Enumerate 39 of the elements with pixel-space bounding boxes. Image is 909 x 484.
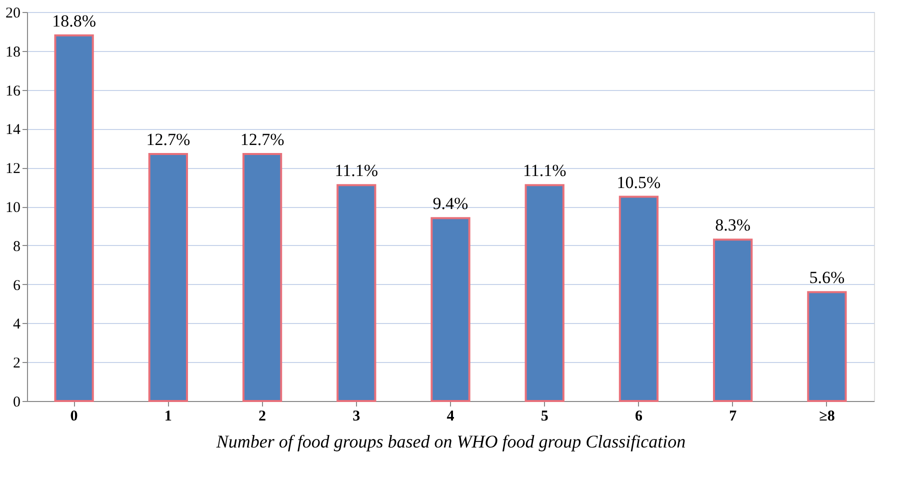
y-tick-label: 20 bbox=[6, 6, 20, 22]
data-label: 9.4% bbox=[432, 194, 468, 214]
data-label: 10.5% bbox=[616, 172, 661, 192]
y-tick-label: 16 bbox=[6, 83, 21, 100]
data-label: 8.3% bbox=[715, 216, 751, 235]
data-label: 12.7% bbox=[146, 130, 190, 149]
bar bbox=[54, 34, 94, 402]
bar bbox=[242, 152, 282, 402]
y-tick-label: 8 bbox=[13, 238, 20, 255]
bar bbox=[336, 184, 376, 402]
bar bbox=[713, 238, 753, 402]
y-tick-label: 10 bbox=[6, 200, 20, 216]
x-tick-label: ≥8 bbox=[819, 408, 835, 424]
bar bbox=[430, 217, 470, 402]
x-tick-label: 3 bbox=[352, 408, 360, 424]
data-label: 5.6% bbox=[809, 268, 845, 288]
y-tick-label: 4 bbox=[13, 316, 21, 333]
y-tick-label: 0 bbox=[13, 394, 20, 410]
x-tick-label: 6 bbox=[634, 408, 643, 424]
x-tick-label: 1 bbox=[164, 408, 172, 424]
x-tick-label: 0 bbox=[70, 408, 78, 424]
y-tick-label: 14 bbox=[6, 122, 21, 138]
bar bbox=[807, 291, 847, 402]
y-tick-label: 18 bbox=[6, 44, 20, 60]
bar bbox=[148, 152, 188, 402]
x-tick-label: 7 bbox=[729, 408, 738, 424]
x-tick-label: 2 bbox=[258, 408, 266, 424]
x-tick-label: 4 bbox=[446, 408, 455, 424]
data-label: 18.8% bbox=[52, 11, 96, 30]
x-tick-label: 5 bbox=[540, 408, 548, 424]
bar bbox=[618, 196, 659, 402]
y-tick-label: 6 bbox=[13, 278, 21, 294]
x-axis-title: Number of food groups based on WHO food group Classification bbox=[215, 432, 686, 452]
data-label: 12.7% bbox=[240, 130, 284, 149]
bar bbox=[524, 184, 564, 402]
data-label: 11.1% bbox=[334, 161, 378, 180]
y-tick-label: 2 bbox=[13, 356, 20, 372]
data-label: 11.1% bbox=[522, 161, 566, 180]
y-tick-label: 12 bbox=[6, 161, 20, 178]
